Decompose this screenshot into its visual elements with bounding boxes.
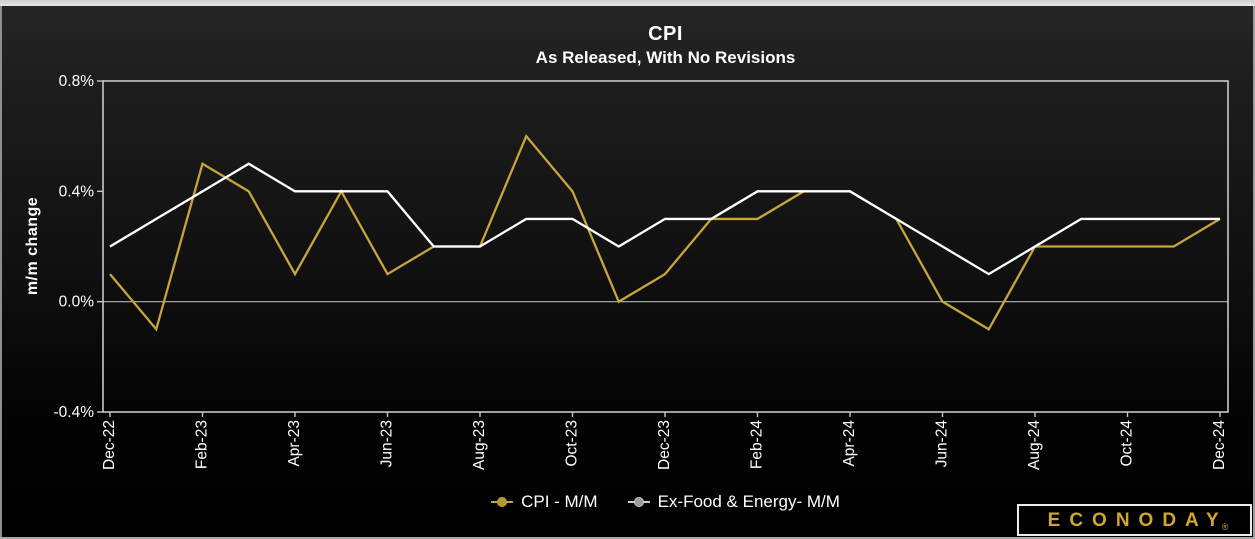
x-tick-label: Dec-24 (1211, 420, 1228, 470)
series-line-1 (109, 162, 1220, 276)
x-tick-label: Oct-23 (564, 420, 581, 467)
core-line-marker-icon (627, 497, 650, 508)
y-tick-label: 0.8% (59, 73, 95, 90)
y-tick-label: 0.4% (59, 183, 95, 200)
window-frame-right (1253, 6, 1255, 539)
window-frame-bottom (0, 537, 1255, 539)
x-tick-label: Oct-24 (1119, 420, 1136, 467)
x-tick-label: Apr-24 (841, 420, 858, 467)
y-tick-label: 0.0% (59, 294, 95, 311)
x-tick-label: Feb-24 (749, 420, 766, 469)
x-tick-label: Aug-23 (471, 420, 488, 470)
legend-dot-icon (633, 497, 644, 507)
x-tick-label: Feb-23 (194, 420, 211, 469)
x-tick-label: Jun-24 (934, 420, 951, 468)
x-tick-label: Apr-23 (286, 420, 303, 467)
cpi-line-marker-icon (491, 497, 514, 508)
x-tick-label: Aug-24 (1026, 420, 1043, 470)
legend-label-cpi: CPI - M/M (521, 492, 598, 511)
chart-header: CPI As Released, With No Revisions (103, 22, 1228, 68)
chart-title: CPI (648, 23, 683, 45)
econoday-logo-text: ECONODAY (1047, 509, 1228, 531)
window-frame-left (0, 6, 2, 539)
y-tick-label: -0.4% (54, 404, 95, 421)
series-line-0 (109, 133, 1221, 332)
legend-dot-icon (497, 497, 508, 507)
chart-subtitle: As Released, With No Revisions (535, 48, 796, 67)
econoday-logo: ECONODAY ® (1017, 504, 1252, 536)
plot-border (102, 80, 1229, 413)
legend: CPI - M/M Ex-Food & Energy- M/M (103, 492, 1228, 512)
legend-label-core: Ex-Food & Energy- M/M (657, 492, 840, 511)
window-frame-top (0, 0, 1255, 6)
x-tick-label: Dec-23 (656, 420, 673, 470)
legend-item-core: Ex-Food & Energy- M/M (627, 492, 840, 512)
legend-item-cpi: CPI - M/M (491, 492, 598, 512)
registered-trademark-icon: ® (1221, 522, 1229, 532)
x-tick-label: Dec-22 (101, 420, 118, 470)
x-tick-label: Jun-23 (379, 420, 396, 467)
